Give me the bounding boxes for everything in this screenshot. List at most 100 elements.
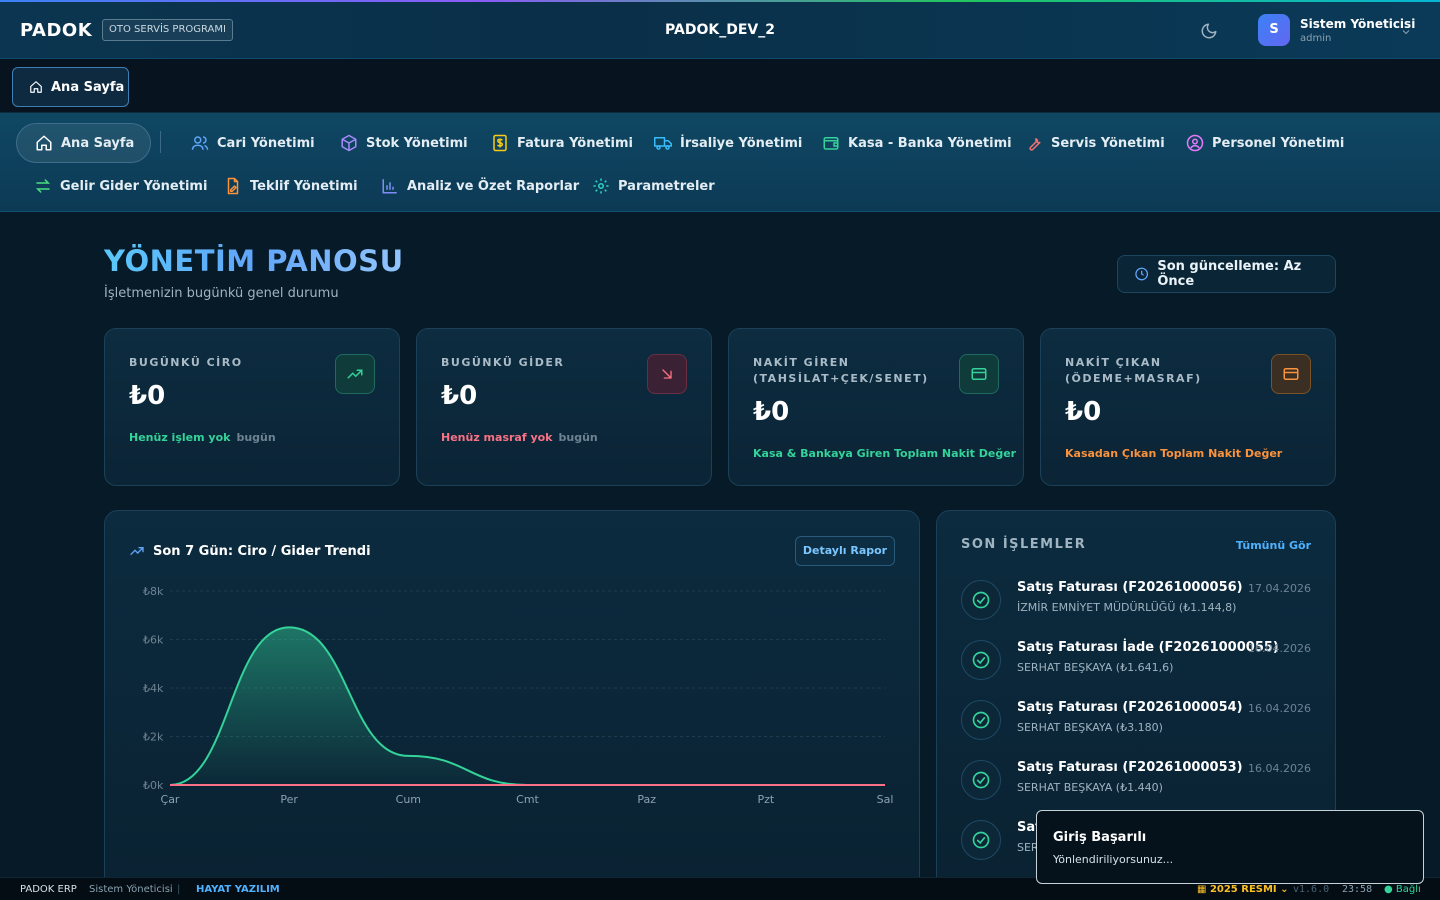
nav-divider — [160, 131, 161, 153]
transaction-row[interactable]: Satış Faturası (F20261000056) İZMİR EMNİY… — [961, 580, 1311, 626]
nav-item-servis-yonetimi[interactable]: Servis Yönetimi — [1025, 123, 1165, 163]
nav-item-label: Parametreler — [618, 178, 715, 194]
user-role: admin — [1300, 33, 1332, 44]
page-subtitle: İşletmenizin bugünkü genel durumu — [104, 286, 339, 301]
x-tick-label: Cmt — [516, 793, 539, 806]
nav-item-label: Stok Yönetimi — [366, 135, 468, 151]
wallet-icon — [823, 137, 839, 150]
moon-icon[interactable] — [1200, 22, 1218, 40]
arrows-exchange-icon — [35, 179, 51, 193]
open-tabs-strip: Ana Sayfa — [0, 59, 1440, 113]
nav-item-ana-sayfa[interactable]: Ana Sayfa — [16, 123, 152, 163]
transaction-subtitle: SER — [1017, 841, 1039, 854]
chevron-down-icon[interactable] — [1400, 26, 1412, 38]
card-label: BUGÜNKÜ CİRO — [129, 356, 243, 369]
series-area-revenue — [170, 627, 885, 785]
user-name[interactable]: Sistem Yöneticisi — [1300, 17, 1416, 31]
transaction-subtitle: İZMİR EMNİYET MÜDÜRLÜĞÜ (₺1.144,8) — [1017, 601, 1237, 614]
arrow-down-right-icon — [647, 354, 687, 394]
transaction-title: Satış Faturası (F20261000056) — [1017, 580, 1243, 595]
gear-icon — [593, 178, 609, 194]
transaction-row[interactable]: Satış Faturası İade (F20261000055) SERHAT… — [961, 640, 1311, 686]
detail-report-button[interactable]: Detaylı Rapor — [795, 536, 895, 566]
nav-item-parametreler[interactable]: Parametreler — [592, 166, 715, 206]
chart-title: Son 7 Gün: Ciro / Gider Trendi — [129, 543, 371, 559]
nav-item-stok-yonetimi[interactable]: Stok Yönetimi — [340, 123, 468, 163]
accent-line — [0, 0, 1440, 2]
nav-item-label: Teklif Yönetimi — [250, 178, 358, 194]
status-time: 23:58 — [1342, 884, 1373, 895]
nav-item-gelir-gider-yonetimi[interactable]: Gelir Gider Yönetimi — [34, 166, 207, 206]
nav-item-teklif-yonetimi[interactable]: Teklif Yönetimi — [224, 166, 358, 206]
check-circle-icon — [961, 640, 1001, 680]
status-app: PADOK ERP — [20, 884, 77, 895]
stat-card-cash-in: NAKİT GİREN (TAHSİLAT+ÇEK/SENET) ₺0 Kasa… — [728, 328, 1024, 486]
card-icon — [959, 354, 999, 394]
nav-item-label: Kasa - Banka Yönetimi — [848, 135, 1012, 151]
last-update-badge[interactable]: Son güncelleme: Az Önce — [1117, 255, 1336, 293]
document-edit-icon — [227, 177, 239, 195]
trend-up-icon — [335, 354, 375, 394]
x-tick-label: Cum — [396, 793, 421, 806]
card-note: Kasadan Çıkan Toplam Nakit Değer — [1065, 447, 1283, 460]
x-tick-label: Çar — [161, 793, 180, 806]
check-circle-icon — [961, 700, 1001, 740]
nav-item-label: Ana Sayfa — [61, 135, 135, 151]
card-note: Henüz masraf yok bugün — [441, 431, 598, 444]
transaction-date: 16.04.2026 — [1248, 762, 1311, 775]
transaction-title: Sat — [1017, 820, 1042, 835]
transaction-title: Satış Faturası (F20261000053) — [1017, 760, 1243, 775]
nav-item-kasa-banka-yonetimi[interactable]: Kasa - Banka Yönetimi — [822, 123, 1012, 163]
view-all-link[interactable]: Tümünü Gör — [1235, 539, 1311, 552]
y-tick-label: ₺6k — [143, 634, 164, 647]
transaction-row[interactable]: Satış Faturası (F20261000054) SERHAT BEŞK… — [961, 700, 1311, 746]
nav-item-label: Servis Yönetimi — [1051, 135, 1165, 151]
y-tick-label: ₺2k — [143, 731, 164, 744]
x-tick-label: Pzt — [757, 793, 774, 806]
nav-item-analiz-raporlar[interactable]: Analiz ve Özet Raporlar — [381, 166, 579, 206]
login-toast: Giriş Başarılı Yönlendiriliyorsunuz... — [1036, 810, 1424, 884]
nav-item-personel-yonetimi[interactable]: Personel Yönetimi — [1186, 123, 1344, 163]
open-tab-label: Ana Sayfa — [51, 79, 125, 95]
transaction-subtitle: SERHAT BEŞKAYA (₺1.440) — [1017, 781, 1163, 794]
transactions-title: SON İŞLEMLER — [961, 537, 1087, 552]
nav-item-cari-yonetimi[interactable]: Cari Yönetimi — [191, 123, 315, 163]
trend-up-icon — [130, 547, 144, 555]
y-tick-label: ₺8k — [143, 585, 164, 598]
x-tick-label: Per — [280, 793, 298, 806]
bar-chart-icon — [382, 179, 397, 194]
stat-card-daily-expense: BUGÜNKÜ GİDER ₺0 Henüz masraf yok bugün — [416, 328, 712, 486]
open-tab-ana-sayfa[interactable]: Ana Sayfa — [12, 67, 129, 107]
transaction-date: 17.04.2026 — [1248, 582, 1311, 595]
users-icon — [191, 136, 209, 150]
card-note: Kasa & Bankaya Giren Toplam Nakit Değer — [753, 447, 1017, 460]
transaction-subtitle: SERHAT BEŞKAYA (₺3.180) — [1017, 721, 1163, 734]
nav-item-label: Fatura Yönetimi — [517, 135, 633, 151]
status-connection: ● Bağlı — [1384, 884, 1421, 895]
nav-item-irsaliye-yonetimi[interactable]: İrsaliye Yönetimi — [654, 123, 802, 163]
brand-logo: PADOK — [20, 20, 93, 41]
stat-card-daily-revenue: BUGÜNKÜ CİRO ₺0 Henüz işlem yok bugün — [104, 328, 400, 486]
transaction-title: Satış Faturası İade (F20261000055) — [1017, 640, 1279, 655]
status-divider: | — [177, 884, 181, 895]
main-nav: Ana Sayfa Cari Yönetimi Stok Yönetimi Fa… — [0, 113, 1440, 212]
transaction-row[interactable]: Sat SER — [961, 820, 1311, 866]
y-tick-label: ₺4k — [143, 682, 164, 695]
clock-icon — [1135, 267, 1149, 281]
card-value: ₺0 — [441, 381, 478, 411]
avatar[interactable]: S — [1258, 14, 1290, 46]
card-value: ₺0 — [1065, 397, 1102, 427]
brand-tag: OTO SERVİS PROGRAMI — [102, 19, 233, 41]
page-title: YÖNETİM PANOSU — [104, 244, 404, 278]
y-tick-label: ₺0k — [143, 779, 164, 792]
top-header: PADOK OTO SERVİS PROGRAMI PADOK_DEV_2 S … — [0, 2, 1440, 59]
nav-item-fatura-yonetimi[interactable]: Fatura Yönetimi — [491, 123, 633, 163]
transaction-row[interactable]: Satış Faturası (F20261000053) SERHAT BEŞK… — [961, 760, 1311, 806]
status-user: Sistem Yöneticisi — [89, 884, 173, 895]
user-circle-icon — [1186, 134, 1204, 152]
card-label: BUGÜNKÜ GİDER — [441, 356, 565, 369]
status-period[interactable]: ▦ 2025 RESMİ ⌄ — [1197, 884, 1289, 895]
card-icon — [1271, 354, 1311, 394]
check-circle-icon — [961, 820, 1001, 860]
nav-item-label: Analiz ve Özet Raporlar — [407, 178, 580, 194]
